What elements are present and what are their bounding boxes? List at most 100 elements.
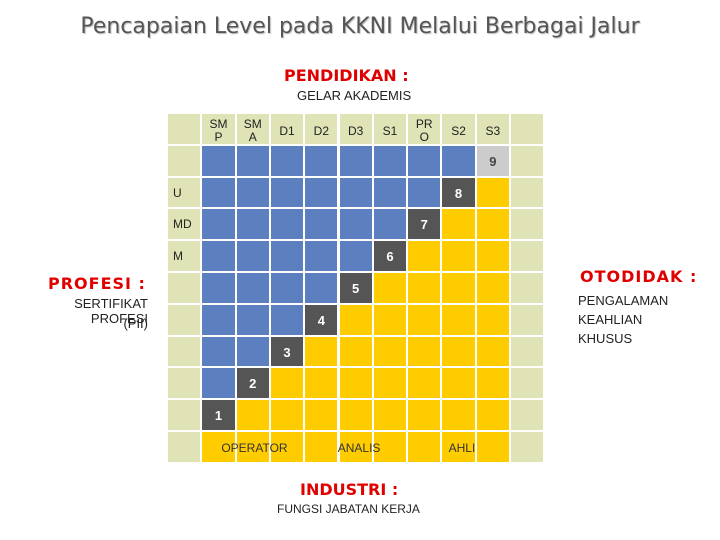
- blue-cell: [338, 144, 373, 177]
- border-cell: [304, 113, 339, 145]
- yellow-cell: [475, 240, 510, 272]
- yellow-cell: [441, 431, 476, 463]
- yellow-cell: [407, 335, 442, 368]
- column-header: D2: [313, 124, 329, 138]
- blue-cell: [338, 208, 373, 241]
- blue-cell: [304, 144, 339, 177]
- yellow-cell: [304, 399, 339, 431]
- border-cell: [407, 113, 442, 145]
- border-cell: [269, 113, 305, 145]
- blue-cell: [269, 144, 305, 177]
- yellow-cell: [441, 399, 476, 431]
- yellow-cell: [304, 335, 339, 368]
- column-header: SM P: [209, 117, 228, 144]
- row-label-m: M: [173, 249, 183, 264]
- border-cell: [510, 240, 545, 272]
- yellow-cell: [372, 399, 408, 431]
- border-cell: [510, 367, 545, 400]
- column-header: D1: [279, 124, 295, 138]
- yellow-cell: [475, 208, 510, 241]
- border-cell: [167, 367, 202, 400]
- border-cell: [475, 113, 510, 145]
- khusus-label: KHUSUS: [578, 331, 633, 346]
- yellow-cell: [269, 367, 305, 400]
- blue-cell: [235, 240, 270, 272]
- yellow-cell: [338, 399, 373, 431]
- yellow-cell: [269, 399, 305, 431]
- border-cell: [510, 399, 545, 431]
- yellow-cell: [338, 335, 373, 368]
- yellow-cell: [201, 431, 236, 463]
- border-cell: [510, 208, 545, 241]
- otodidak-heading: OTODIDAK :: [580, 267, 698, 286]
- blue-cell: [304, 240, 339, 272]
- column-header: D3: [347, 124, 364, 138]
- column-header: SM A: [243, 117, 262, 144]
- yellow-cell: [475, 367, 510, 400]
- yellow-cell: [441, 272, 476, 304]
- yellow-cell: [475, 176, 510, 209]
- blue-cell: [201, 303, 236, 336]
- level-badge-8: 8: [441, 176, 476, 209]
- level-badge-4: 4: [304, 303, 339, 336]
- yellow-cell: [407, 367, 442, 400]
- yellow-cell: [441, 208, 476, 241]
- blue-cell: [441, 144, 476, 177]
- yellow-cell: [304, 367, 339, 400]
- bottom-label: AHLI: [448, 441, 476, 455]
- yellow-cell: [338, 431, 373, 463]
- blue-cell: [304, 208, 339, 241]
- blue-cell: [372, 144, 408, 177]
- blue-cell: [338, 240, 373, 272]
- yellow-cell: [338, 367, 373, 400]
- border-cell: [167, 272, 202, 304]
- border-cell: [167, 240, 202, 272]
- pii-label: (PII): [123, 316, 148, 331]
- level-badge-9: 9: [475, 144, 510, 177]
- blue-cell: [269, 176, 305, 209]
- yellow-cell: [407, 240, 442, 272]
- border-cell: [510, 303, 545, 336]
- level-badge-7: 7: [407, 208, 442, 241]
- level-badge-6: 6: [372, 240, 408, 272]
- border-cell: [510, 335, 545, 368]
- blue-cell: [201, 335, 236, 368]
- yellow-cell: [441, 303, 476, 336]
- yellow-cell: [235, 431, 270, 463]
- border-cell: [338, 113, 373, 145]
- border-cell: [167, 176, 202, 209]
- blue-cell: [338, 176, 373, 209]
- blue-cell: [201, 176, 236, 209]
- yellow-cell: [269, 431, 305, 463]
- blue-cell: [201, 208, 236, 241]
- row-label-md: MD: [173, 217, 192, 232]
- border-cell: [167, 144, 202, 177]
- blue-cell: [304, 272, 339, 304]
- column-header: PR O: [415, 117, 433, 144]
- blue-cell: [235, 335, 270, 368]
- yellow-cell: [441, 367, 476, 400]
- yellow-cell: [372, 431, 408, 463]
- border-cell: [167, 303, 202, 336]
- level-badge-2: 2: [235, 367, 270, 400]
- level-badge-1: 1: [201, 399, 236, 431]
- yellow-cell: [475, 399, 510, 431]
- blue-cell: [235, 208, 270, 241]
- yellow-cell: [372, 272, 408, 304]
- yellow-cell: [407, 399, 442, 431]
- blue-cell: [201, 367, 236, 400]
- blue-cell: [235, 272, 270, 304]
- column-header: S2: [451, 124, 466, 138]
- blue-cell: [201, 240, 236, 272]
- blue-cell: [235, 144, 270, 177]
- border-cell: [167, 113, 202, 145]
- yellow-cell: [407, 272, 442, 304]
- yellow-cell: [475, 431, 510, 463]
- yellow-cell: [475, 272, 510, 304]
- blue-cell: [304, 176, 339, 209]
- bottom-label: ANALIS: [337, 441, 381, 455]
- border-cell: [510, 431, 545, 463]
- blue-cell: [201, 144, 236, 177]
- gelar-akademis-label: GELAR AKADEMIS: [297, 88, 412, 103]
- border-cell: [167, 208, 202, 241]
